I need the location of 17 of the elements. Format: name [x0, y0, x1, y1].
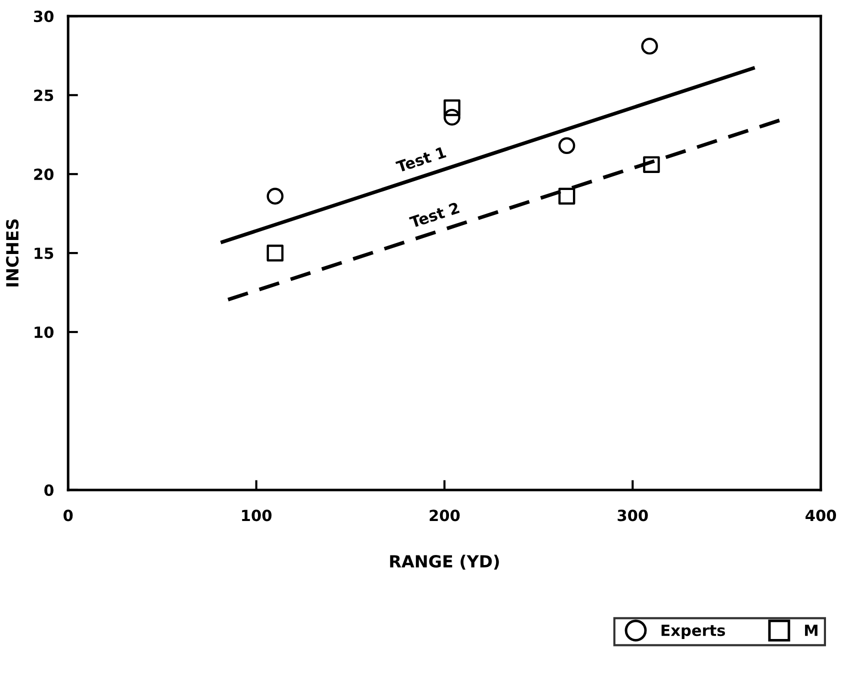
x-tick-label: 400: [806, 510, 836, 522]
x-tick-label: 100: [242, 510, 272, 522]
legend-label: Experts: [662, 624, 725, 640]
legend-label: M: [805, 624, 818, 636]
x-tick-label: 300: [618, 510, 648, 522]
x-tick-label: 0: [64, 510, 73, 522]
y-tick-label: 25: [34, 90, 54, 102]
x-axis-title: RANGE (YD): [390, 554, 499, 570]
y-axis-title: INCHES: [6, 219, 19, 286]
y-tick-label: 20: [34, 168, 54, 180]
y-tick-label: 15: [34, 248, 54, 260]
y-tick-label: 0: [44, 484, 54, 496]
text: Test 2: [408, 202, 460, 228]
y-tick-label: 10: [34, 326, 54, 338]
text: Test 1: [395, 146, 446, 173]
y-tick-label: 30: [34, 10, 54, 22]
x-tick-label: 200: [430, 510, 460, 522]
